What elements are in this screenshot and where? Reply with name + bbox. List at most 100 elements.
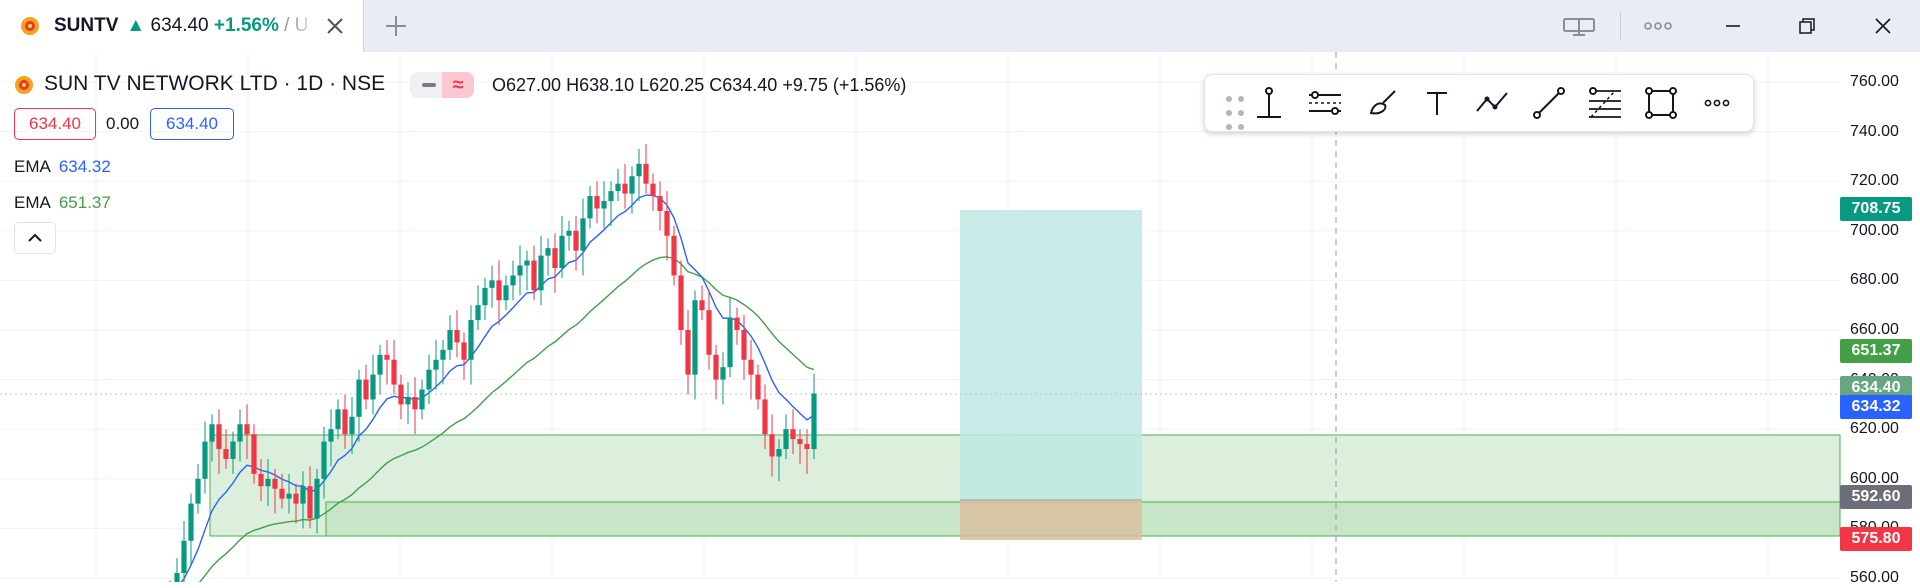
candle <box>440 339 446 385</box>
candle <box>797 429 803 464</box>
approx-icon: ≈ <box>442 72 474 98</box>
sell-price-button[interactable]: 634.40 <box>14 108 96 140</box>
candle <box>517 245 523 296</box>
candle <box>776 439 782 482</box>
symbol-title[interactable]: SUN TV NETWORK LTD · 1D · NSE <box>44 72 386 95</box>
more-options-icon[interactable] <box>1642 13 1674 39</box>
candle <box>524 250 530 291</box>
close-window-icon[interactable] <box>1870 13 1896 39</box>
candle <box>496 260 502 326</box>
collapse-legend-button[interactable] <box>14 222 56 254</box>
candle <box>384 339 390 385</box>
more-tools-button[interactable] <box>1697 83 1737 123</box>
minimize-icon[interactable] <box>1720 13 1746 39</box>
vertical-line-tool[interactable] <box>1249 83 1289 123</box>
candle <box>685 310 691 395</box>
candle <box>181 520 187 582</box>
price-chart[interactable]: 760.00740.00720.00700.00680.00660.00640.… <box>0 52 1920 586</box>
candle <box>811 373 817 459</box>
candle <box>426 354 432 405</box>
candle <box>664 191 670 261</box>
restore-icon[interactable] <box>1794 13 1820 39</box>
candle <box>447 315 453 360</box>
brush-tool[interactable] <box>1361 83 1401 123</box>
chevron-up-icon <box>28 233 42 242</box>
candle <box>538 235 544 306</box>
tab-price: 634.40 <box>150 15 209 36</box>
long-position-stop-area[interactable] <box>960 500 1142 540</box>
candle <box>748 339 754 400</box>
tab-ticker: SUNTV <box>54 15 119 36</box>
rectangle-tool[interactable] <box>1641 83 1681 123</box>
new-tab-plus-icon[interactable] <box>383 13 409 39</box>
candle <box>622 163 628 209</box>
candle <box>503 275 509 311</box>
candlestick-series[interactable] <box>167 144 817 582</box>
ema-fast-value: 634.32 <box>58 157 111 176</box>
ema-fast-line <box>180 194 815 582</box>
candle <box>363 364 369 410</box>
candle <box>531 245 537 301</box>
candle <box>692 290 698 400</box>
candle <box>349 396 355 454</box>
up-arrow-icon: ▲ <box>126 15 146 36</box>
close-tab-icon[interactable] <box>322 13 348 39</box>
sun-tv-logo-icon <box>21 17 39 35</box>
candle <box>454 310 460 358</box>
candle <box>209 414 215 462</box>
drawing-toolbar <box>1204 74 1754 132</box>
long-position-target-area[interactable] <box>960 210 1142 500</box>
candle <box>202 421 208 494</box>
candle <box>657 181 663 231</box>
ema-slow-value: 651.37 <box>58 193 111 212</box>
chart-grid <box>0 52 1840 582</box>
candle <box>419 379 425 420</box>
ohlc-low: L620.25 <box>639 75 705 95</box>
text-icon <box>1427 92 1447 115</box>
target-price-tag: 708.75 <box>1840 197 1912 222</box>
rectangle-icon <box>1645 87 1677 119</box>
candle <box>237 409 243 462</box>
fib-retracement-icon <box>1589 87 1621 118</box>
candle <box>594 181 600 224</box>
ema-slow-line <box>198 256 815 582</box>
ohlc-open: O627.00 <box>492 75 562 95</box>
more-icon <box>1704 99 1730 107</box>
grip-icon[interactable] <box>1215 93 1255 133</box>
candle <box>510 260 516 301</box>
candle <box>587 186 593 229</box>
text-tool[interactable] <box>1417 83 1457 123</box>
trend-line-tool[interactable] <box>1529 83 1569 123</box>
ohlc-high: H638.10 <box>566 75 635 95</box>
trend-line-icon <box>1533 87 1565 119</box>
price-axis-label: 660.00 <box>1850 321 1899 338</box>
parallel-channel-tool[interactable] <box>1305 83 1345 123</box>
candle <box>251 424 257 484</box>
chart-canvas[interactable] <box>0 52 1920 582</box>
candle <box>615 168 621 202</box>
browser-tab[interactable]: SUNTV▲ 634.40 +1.56% / U <box>0 0 364 52</box>
minus-icon <box>422 83 436 87</box>
candle <box>461 332 467 380</box>
candle <box>293 483 299 524</box>
candle <box>713 344 719 400</box>
candle <box>335 399 341 440</box>
ema-slow-legend[interactable]: EMA 651.37 <box>14 192 111 214</box>
chart-type-toggle[interactable]: ≈ <box>410 72 474 98</box>
stop-price-tag: 575.80 <box>1840 526 1912 551</box>
candle <box>174 558 180 582</box>
candle <box>391 339 397 395</box>
candle <box>468 305 474 385</box>
candle <box>314 468 320 534</box>
ema-fast-legend[interactable]: EMA 634.32 <box>14 156 111 178</box>
price-axis-label: 620.00 <box>1850 420 1899 438</box>
candle <box>377 344 383 395</box>
buy-price-button[interactable]: 634.40 <box>150 108 234 140</box>
fib-retracement-tool[interactable] <box>1585 83 1625 123</box>
path-tool[interactable] <box>1473 83 1513 123</box>
candle <box>727 297 733 378</box>
spread-value: 0.00 <box>106 114 140 133</box>
vertical-line-icon <box>1257 87 1281 118</box>
layout-icon[interactable] <box>1562 13 1596 39</box>
candle <box>601 181 607 229</box>
